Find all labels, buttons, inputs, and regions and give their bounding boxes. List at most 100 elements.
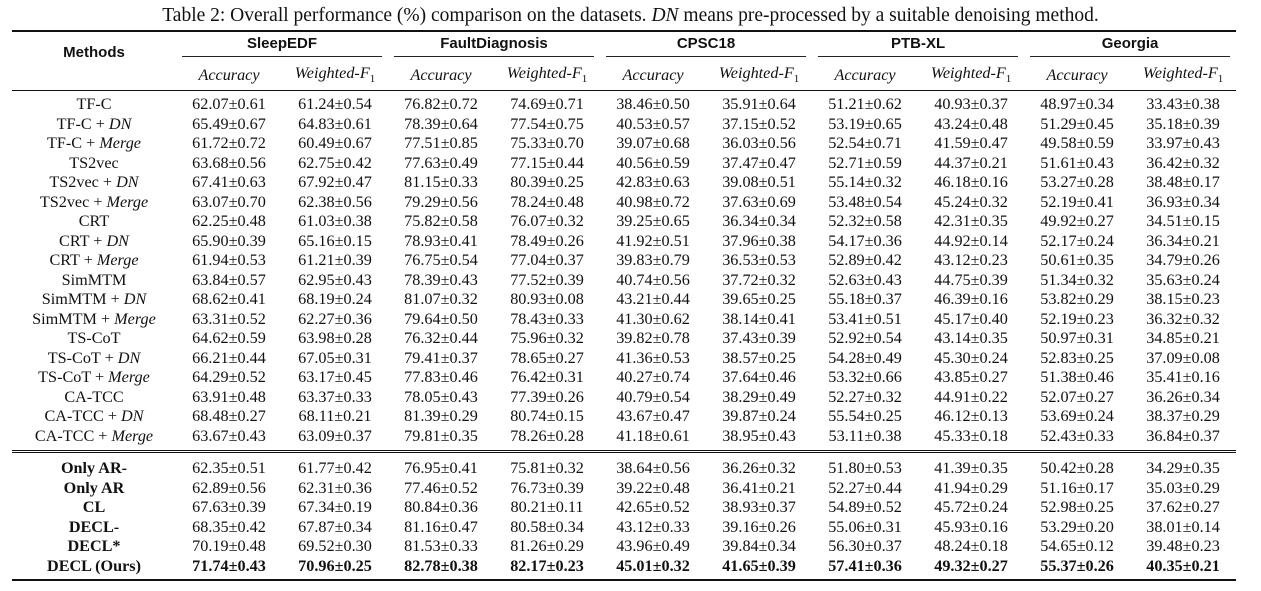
method-name: CRT	[78, 212, 110, 231]
value-cell: 52.32±0.58	[828, 212, 902, 231]
value-cell: 78.49±0.26	[510, 231, 584, 250]
value-cell: 80.58±0.34	[510, 517, 584, 536]
value-cell: 63.37±0.33	[298, 387, 372, 406]
value-cell: 44.37±0.21	[934, 153, 1008, 172]
value-cell: 45.01±0.32	[616, 556, 690, 575]
value-cell: 68.19±0.24	[298, 290, 372, 309]
value-cell: 35.91±0.64	[722, 95, 796, 114]
table-row: CA-TCC + Merge 63.67±0.43 63.09±0.37 79.81±…	[12, 427, 1236, 452]
value-cell: 61.77±0.42	[298, 459, 372, 478]
value-cell: 78.93±0.41	[404, 231, 478, 250]
value-cell: 53.29±0.20	[1040, 517, 1114, 536]
method-variant: DN	[108, 114, 132, 133]
value-cell: 48.97±0.34	[1040, 95, 1114, 114]
value-cell: 36.93±0.34	[1146, 192, 1220, 211]
value-cell: 50.97±0.31	[1040, 329, 1114, 348]
value-cell: 74.69±0.71	[510, 95, 584, 114]
metric-text: Weighted-F	[294, 64, 370, 83]
value-cell: 54.28±0.49	[828, 348, 902, 367]
method-cell: CA-TCC + Merge	[12, 427, 176, 452]
value-cell: 35.63±0.24	[1146, 270, 1220, 289]
metric-text: Accuracy	[1046, 65, 1108, 84]
value-cell: 36.26±0.34	[1146, 387, 1220, 406]
method-name: TF-C	[76, 95, 112, 114]
table-row: TS2vec 63.68±0.56 62.75±0.42 77.63±0.49 77.1…	[12, 154, 1236, 174]
value-cell: 42.83±0.63	[616, 173, 690, 192]
value-cell: 40.79±0.54	[616, 387, 690, 406]
value-cell: 37.63±0.69	[722, 192, 796, 211]
method-variant: DN	[117, 348, 141, 367]
value-cell: 44.92±0.14	[934, 231, 1008, 250]
value-cell: 34.29±0.35	[1146, 459, 1220, 478]
method-name: SimMTM	[61, 270, 127, 289]
value-cell: 52.27±0.44	[828, 478, 902, 497]
method-cell: TS2vec + Merge	[12, 193, 176, 213]
table-row: CA-TCC 63.91±0.48 63.37±0.33 78.05±0.43 77.3…	[12, 388, 1236, 408]
value-cell: 49.58±0.59	[1040, 134, 1114, 153]
table-row: DECL* 70.19±0.48 69.52±0.30 81.53±0.33 81.26…	[12, 537, 1236, 557]
value-cell: 76.42±0.31	[510, 368, 584, 387]
value-cell: 46.12±0.13	[934, 407, 1008, 426]
value-cell: 68.11±0.21	[298, 407, 372, 426]
dataset-name: CPSC18	[606, 35, 807, 57]
value-cell: 51.61±0.43	[1040, 153, 1114, 172]
value-cell: 43.24±0.48	[934, 114, 1008, 133]
value-cell: 45.72±0.24	[934, 498, 1008, 517]
value-cell: 77.46±0.52	[404, 478, 478, 497]
value-cell: 37.43±0.39	[722, 329, 796, 348]
value-cell: 35.41±0.16	[1146, 368, 1220, 387]
table-row: DECL- 68.35±0.42 67.87±0.34 81.16±0.47 80.58…	[12, 518, 1236, 538]
value-cell: 62.35±0.51	[192, 459, 266, 478]
method-cell: CRT + Merge	[12, 251, 176, 271]
value-cell: 54.65±0.12	[1040, 537, 1114, 556]
value-cell: 79.41±0.37	[404, 348, 478, 367]
value-cell: 70.96±0.25	[298, 556, 372, 575]
value-cell: 79.29±0.56	[404, 192, 478, 211]
table-row: TS-CoT 64.62±0.59 63.98±0.28 76.32±0.44 75.9…	[12, 329, 1236, 349]
method-name: Only AR-	[60, 459, 128, 478]
dataset-name: PTB-XL	[818, 35, 1019, 57]
value-cell: 36.84±0.37	[1146, 426, 1220, 445]
table-row: SimMTM + Merge 63.31±0.52 62.27±0.36 79.64±…	[12, 310, 1236, 330]
value-cell: 67.87±0.34	[298, 517, 372, 536]
value-cell: 61.21±0.39	[298, 251, 372, 270]
caption-lead: Table 2: Overall performance (%) compari…	[162, 5, 647, 26]
value-cell: 75.81±0.32	[510, 459, 584, 478]
value-cell: 76.07±0.32	[510, 212, 584, 231]
method-cell: Only AR	[12, 479, 176, 499]
value-cell: 61.94±0.53	[192, 251, 266, 270]
value-cell: 80.84±0.36	[404, 498, 478, 517]
method-cell: TS2vec	[12, 154, 176, 174]
metric-header: Accuracy	[600, 60, 706, 91]
method-name: TS-CoT +	[38, 368, 105, 387]
metric-text: Accuracy	[198, 65, 260, 84]
value-cell: 39.87±0.24	[722, 407, 796, 426]
subheader-row: Accuracy Weighted-F1 Accuracy Weighted-F1 Ac…	[12, 60, 1237, 91]
value-cell: 77.83±0.46	[404, 368, 478, 387]
value-cell: 61.03±0.38	[298, 212, 372, 231]
value-cell: 45.30±0.24	[934, 348, 1008, 367]
value-cell: 81.15±0.33	[404, 173, 478, 192]
value-cell: 39.08±0.51	[722, 173, 796, 192]
value-cell: 80.21±0.11	[510, 498, 584, 517]
value-cell: 39.65±0.25	[722, 290, 796, 309]
value-cell: 68.62±0.41	[192, 290, 266, 309]
table-row: TS2vec + Merge 63.07±0.70 62.38±0.56 79.29±…	[12, 193, 1236, 213]
value-cell: 63.68±0.56	[192, 153, 266, 172]
method-variant: DN	[106, 231, 129, 250]
metric-header: Weighted-F1	[918, 60, 1024, 91]
value-cell: 42.31±0.35	[934, 212, 1008, 231]
value-cell: 38.46±0.50	[616, 95, 690, 114]
value-cell: 38.48±0.17	[1146, 173, 1220, 192]
value-cell: 45.93±0.16	[934, 517, 1008, 536]
value-cell: 34.51±0.15	[1146, 212, 1220, 231]
caption-term: DN	[651, 5, 679, 26]
method-name: SimMTM +	[32, 309, 111, 328]
metric-text: Weighted-F	[1142, 64, 1218, 83]
value-cell: 38.29±0.49	[722, 387, 796, 406]
value-cell: 75.33±0.70	[510, 134, 584, 153]
value-cell: 50.61±0.35	[1040, 251, 1114, 270]
method-cell: SimMTM + DN	[12, 290, 176, 310]
table-row: CL 67.63±0.39 67.34±0.19 80.84±0.36 80.21±0.…	[12, 498, 1236, 518]
value-cell: 40.93±0.37	[934, 95, 1008, 114]
